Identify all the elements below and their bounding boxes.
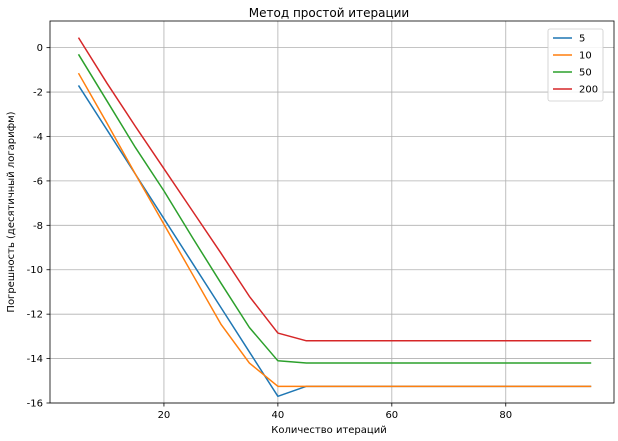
chart-title: Метод простой итерации	[249, 6, 409, 20]
x-axis-title: Количество итераций	[271, 425, 386, 436]
y-tick-label: -12	[27, 310, 43, 321]
axes	[49, 20, 615, 404]
y-tick-label: -6	[33, 176, 43, 187]
y-tick-label: -8	[33, 221, 43, 232]
legend-label: 10	[579, 51, 592, 62]
axes-frame	[49, 20, 615, 404]
ticks: 20 40 60 80 -16 -14 -12 -10 -8 -6 -4 -2 0	[27, 43, 512, 421]
x-tick-label: 20	[158, 410, 171, 421]
y-tick-label: -14	[27, 354, 43, 365]
x-tick-label: 60	[385, 410, 398, 421]
y-tick-label: -10	[27, 265, 43, 276]
legend: 5 10 50 200	[547, 28, 604, 102]
plot-area	[50, 21, 614, 403]
series-line-10	[77, 72, 592, 388]
legend-box	[547, 28, 604, 102]
y-tick-label: -4	[33, 132, 43, 143]
series-layer	[77, 37, 592, 398]
legend-label: 5	[579, 34, 585, 45]
series-line-200	[77, 37, 592, 342]
y-tick-label: 0	[37, 43, 43, 54]
y-tick-label: -2	[33, 88, 43, 99]
y-axis-title: Погрешность (десятичный логарифм)	[6, 111, 17, 312]
y-tick-label: -16	[27, 399, 43, 410]
legend-label: 50	[579, 68, 592, 79]
x-tick-label: 40	[272, 410, 285, 421]
legend-label: 200	[579, 85, 598, 96]
x-tick-label: 80	[499, 410, 512, 421]
series-line-50	[77, 53, 592, 364]
